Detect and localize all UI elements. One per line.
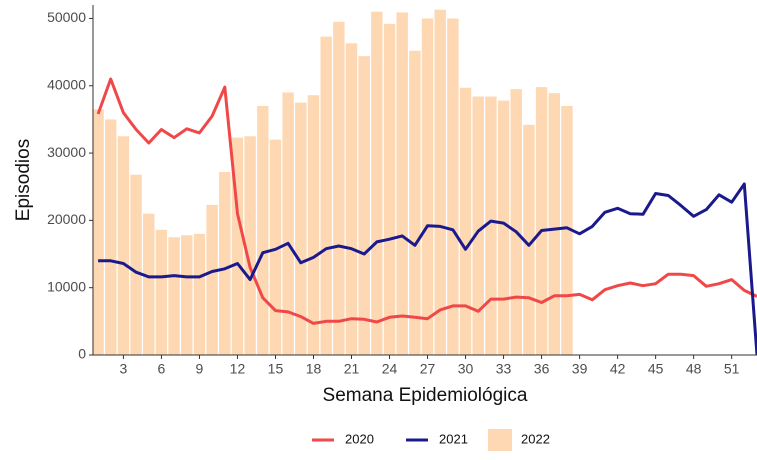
x-tick-label: 6	[158, 361, 166, 377]
x-tick-label: 21	[344, 361, 360, 377]
bar	[307, 95, 320, 355]
bar	[345, 43, 358, 355]
bar	[535, 87, 548, 355]
x-tick-label: 51	[724, 361, 740, 377]
bar	[269, 139, 282, 355]
x-tick-label: 42	[610, 361, 626, 377]
line	[98, 182, 757, 356]
x-axis-title: Semana Epidemiológica	[323, 385, 528, 406]
x-tick-label: 3	[120, 361, 128, 377]
bar	[181, 235, 193, 355]
bar	[105, 119, 117, 355]
y-tick-label: 50000	[47, 9, 86, 25]
x-tick-label: 45	[648, 361, 664, 377]
x-tick-label: 33	[496, 361, 512, 377]
x-tick-label: 9	[196, 361, 204, 377]
bar	[409, 50, 421, 356]
line	[96, 77, 757, 325]
bar	[295, 102, 307, 355]
bar	[143, 213, 155, 355]
bar	[168, 237, 180, 355]
bar	[485, 96, 497, 356]
bar	[459, 87, 472, 356]
bar	[219, 171, 231, 355]
bar	[371, 11, 383, 355]
y-tick-label: 0	[78, 346, 86, 362]
x-tick-label: 12	[230, 361, 246, 377]
bar	[193, 233, 206, 355]
bar	[523, 124, 535, 355]
bar	[497, 100, 510, 355]
x-tick-label: 27	[420, 361, 436, 377]
x-tick-label: 24	[382, 361, 398, 377]
bar	[117, 136, 130, 355]
y-tick-label: 20000	[47, 211, 86, 227]
bar	[231, 137, 244, 355]
bar	[383, 23, 396, 355]
bar	[358, 56, 370, 356]
bar	[561, 105, 573, 355]
x-tick-label: 48	[686, 361, 702, 377]
bar	[472, 96, 484, 356]
y-axis-title: Episodios	[13, 139, 34, 221]
y-tick-label: 40000	[47, 76, 86, 92]
bar	[155, 229, 168, 355]
bar	[206, 204, 218, 355]
bar	[396, 12, 408, 356]
x-tick-label: 36	[534, 361, 550, 377]
bar	[434, 9, 446, 355]
y-tick-label: 30000	[47, 144, 86, 160]
bar	[510, 89, 522, 355]
x-tick-label: 30	[458, 361, 474, 377]
legend-label: 2021	[439, 431, 468, 446]
legend-label: 2022	[521, 431, 550, 446]
bar	[421, 18, 434, 355]
bar	[282, 92, 294, 355]
bar	[244, 136, 256, 355]
legend-swatch	[488, 429, 512, 451]
bar	[257, 105, 269, 355]
bar	[548, 93, 560, 355]
y-tick-label: 10000	[47, 278, 86, 294]
bar	[130, 174, 142, 355]
x-tick-label: 39	[572, 361, 588, 377]
legend-label: 2020	[345, 431, 374, 446]
bar	[333, 21, 345, 355]
bar	[447, 18, 459, 355]
bar	[92, 109, 104, 355]
x-tick-label: 15	[268, 361, 284, 377]
x-tick-label: 18	[306, 361, 322, 377]
bar	[320, 36, 332, 356]
